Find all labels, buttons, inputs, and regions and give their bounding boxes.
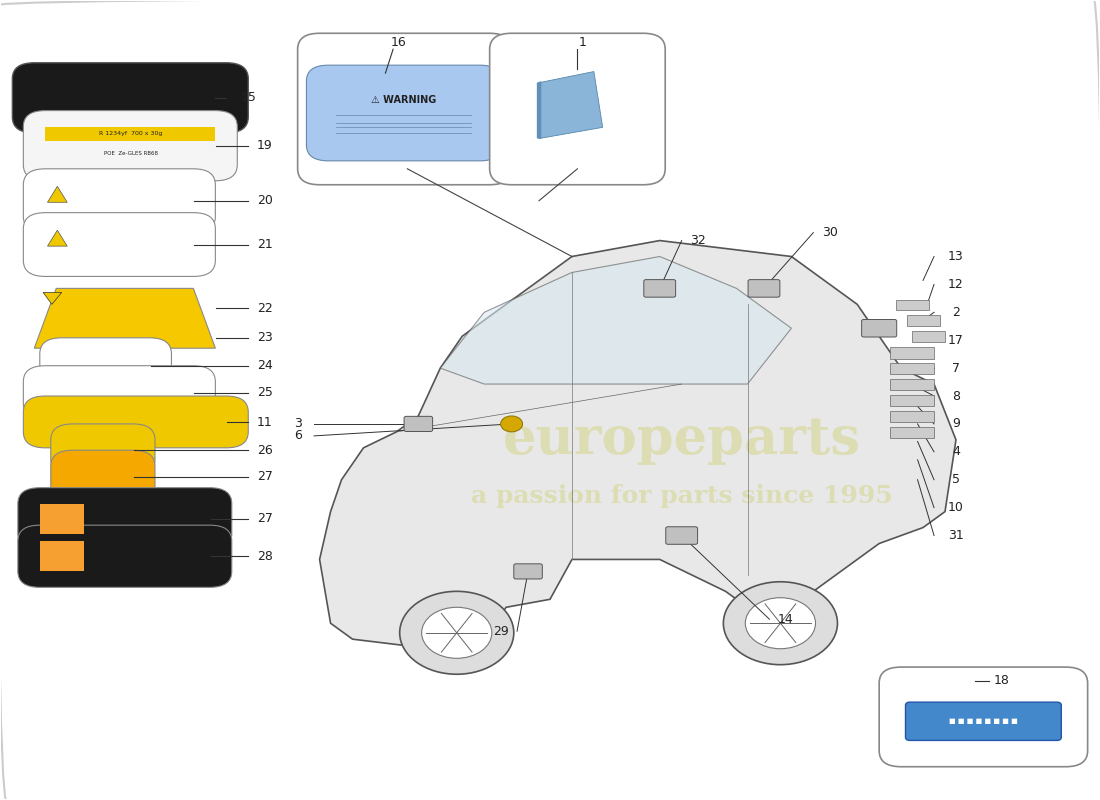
FancyBboxPatch shape (51, 424, 155, 476)
Text: a passion for parts since 1995: a passion for parts since 1995 (471, 484, 892, 508)
FancyBboxPatch shape (666, 526, 697, 544)
Circle shape (724, 582, 837, 665)
Text: 29: 29 (493, 625, 508, 638)
FancyBboxPatch shape (18, 525, 232, 587)
Text: 31: 31 (948, 529, 964, 542)
FancyBboxPatch shape (307, 65, 502, 161)
Text: 14: 14 (778, 613, 794, 626)
Text: 8: 8 (952, 390, 960, 402)
Text: 19: 19 (256, 139, 273, 152)
FancyBboxPatch shape (404, 416, 432, 431)
FancyBboxPatch shape (40, 541, 84, 571)
Text: ■ ■ ■ ■ ■ ■ ■ ■: ■ ■ ■ ■ ■ ■ ■ ■ (949, 718, 1018, 724)
Text: 25: 25 (256, 386, 273, 399)
FancyBboxPatch shape (23, 366, 216, 420)
Text: 30: 30 (822, 226, 838, 239)
Polygon shape (539, 71, 603, 138)
Bar (890, 347, 934, 358)
Text: 2: 2 (952, 306, 960, 319)
Text: 22: 22 (256, 302, 273, 315)
Text: 26: 26 (256, 444, 273, 457)
FancyBboxPatch shape (23, 110, 238, 181)
FancyBboxPatch shape (51, 450, 155, 502)
Text: 32: 32 (691, 234, 706, 247)
FancyBboxPatch shape (748, 280, 780, 297)
Text: 21: 21 (256, 238, 273, 251)
Text: 3: 3 (294, 418, 301, 430)
Text: 27: 27 (256, 470, 273, 483)
Text: 1: 1 (579, 36, 587, 50)
Text: 20: 20 (256, 194, 273, 207)
Text: 16: 16 (390, 36, 407, 50)
FancyBboxPatch shape (490, 34, 666, 185)
FancyBboxPatch shape (644, 280, 675, 297)
Circle shape (746, 598, 815, 649)
Text: POE  Ze-GLES RB68: POE Ze-GLES RB68 (103, 151, 158, 156)
Text: R 1234yf  700 x 30g: R 1234yf 700 x 30g (99, 131, 163, 136)
Bar (890, 427, 934, 438)
Text: 12: 12 (948, 278, 964, 291)
Text: ⚠ WARNING: ⚠ WARNING (372, 95, 437, 106)
Text: europeparts: europeparts (503, 414, 860, 466)
FancyBboxPatch shape (23, 396, 249, 448)
FancyBboxPatch shape (861, 319, 896, 337)
Bar (890, 411, 934, 422)
Text: 17: 17 (948, 334, 964, 346)
Bar (912, 331, 945, 342)
Text: 11: 11 (256, 416, 273, 429)
Text: 23: 23 (256, 331, 273, 344)
Text: 27: 27 (256, 512, 273, 526)
FancyBboxPatch shape (23, 213, 216, 277)
Polygon shape (320, 241, 956, 647)
Text: 13: 13 (948, 250, 964, 263)
Bar (890, 379, 934, 390)
Polygon shape (47, 230, 67, 246)
Text: 18: 18 (994, 674, 1010, 687)
Text: 10: 10 (948, 501, 964, 514)
Text: 15: 15 (240, 91, 256, 104)
FancyBboxPatch shape (18, 488, 232, 550)
FancyBboxPatch shape (40, 504, 84, 534)
FancyBboxPatch shape (879, 667, 1088, 766)
Text: 4: 4 (952, 446, 960, 458)
Text: 6: 6 (294, 430, 301, 442)
FancyBboxPatch shape (40, 338, 172, 394)
Text: 28: 28 (256, 550, 273, 562)
FancyBboxPatch shape (514, 564, 542, 579)
FancyBboxPatch shape (12, 62, 249, 133)
Polygon shape (440, 257, 791, 384)
Text: 7: 7 (952, 362, 960, 374)
FancyBboxPatch shape (298, 34, 512, 185)
Bar (906, 315, 939, 326)
FancyBboxPatch shape (905, 702, 1062, 741)
Polygon shape (43, 292, 62, 304)
FancyBboxPatch shape (23, 169, 216, 233)
Text: 24: 24 (256, 359, 273, 372)
Circle shape (500, 416, 522, 432)
Circle shape (421, 607, 492, 658)
Polygon shape (34, 288, 216, 348)
Bar (895, 299, 928, 310)
Polygon shape (537, 81, 541, 138)
Bar (890, 363, 934, 374)
Bar (890, 395, 934, 406)
FancyBboxPatch shape (45, 126, 216, 141)
Text: 5: 5 (952, 474, 960, 486)
Circle shape (399, 591, 514, 674)
Text: 9: 9 (952, 418, 960, 430)
Polygon shape (47, 186, 67, 202)
